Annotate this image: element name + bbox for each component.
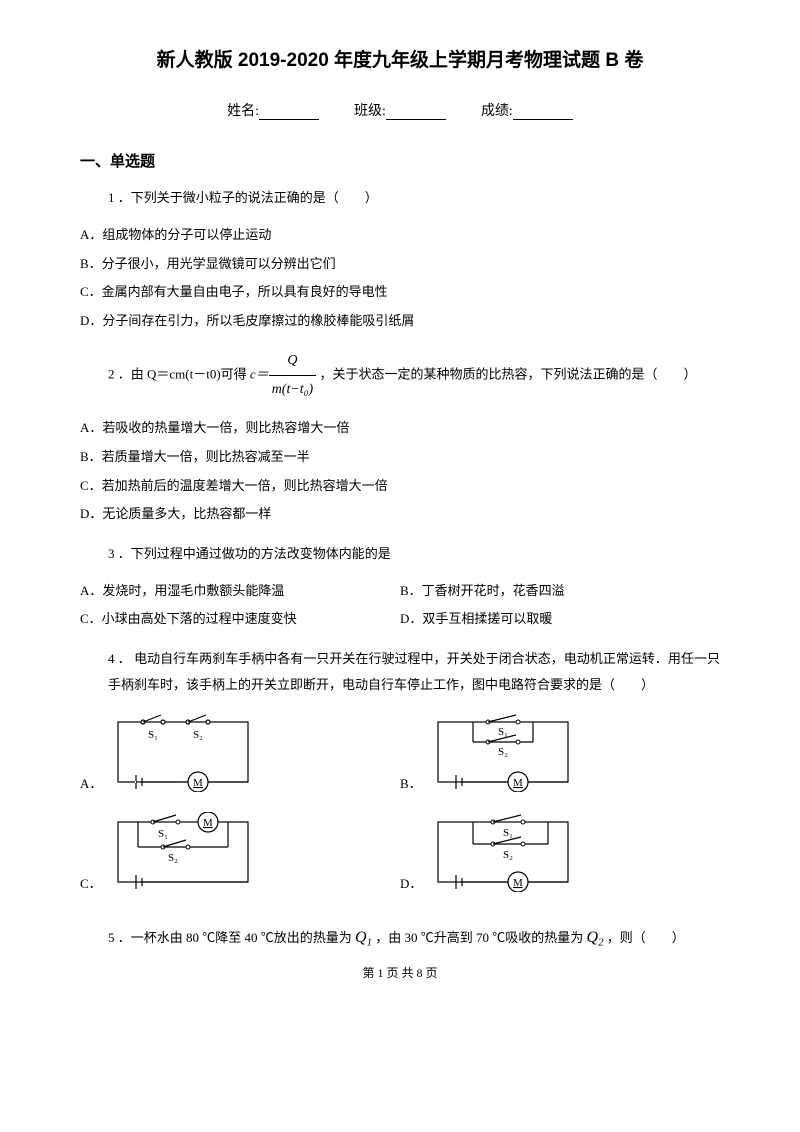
- q1-opt-c: C．金属内部有大量自由电子，所以具有良好的导电性: [80, 278, 720, 307]
- q5-stem: 5 ．一杯水由 80 ℃降至 40 ℃放出的热量为 Q1 ，由 30 ℃升高到 …: [108, 922, 720, 954]
- circuit-d-svg: S₁ S₂ M: [428, 812, 578, 892]
- name-label: 姓名:: [227, 104, 259, 119]
- svg-text:S₂: S₂: [193, 729, 203, 741]
- q4-label-b: B．: [400, 773, 422, 792]
- circuit-b-svg: S₁ S₂ M: [428, 712, 578, 792]
- score-blank: [513, 105, 573, 120]
- svg-text:M: M: [203, 817, 213, 829]
- page-footer: 第 1 页 共 8 页: [80, 964, 720, 981]
- q5-stem-b: ，由 30 ℃升高到 70 ℃吸收的热量为: [375, 930, 583, 945]
- info-line: 姓名: 班级: 成绩:: [80, 100, 720, 120]
- section-heading: 一、单选题: [80, 150, 720, 171]
- svg-text:M: M: [513, 877, 523, 889]
- q3-stem: 3 ．下列过程中通过做功的方法改变物体内能的是: [108, 541, 720, 567]
- q1-stem: 1 ．下列关于微小粒子的说法正确的是（ ）: [108, 185, 720, 211]
- q2-frac-den: m(t−t₀): [269, 376, 317, 404]
- q4-circuit-a: A． S₁ S₂: [80, 712, 400, 792]
- class-label: 班级:: [354, 104, 386, 119]
- svg-text:S₁: S₁: [503, 827, 513, 839]
- q4-circuit-b: B． S₁ S₂: [400, 712, 720, 792]
- q1-opt-b: B．分子很小，用光学显微镜可以分辨出它们: [80, 250, 720, 279]
- q1-opt-d: D．分子间存在引力，所以毛皮摩擦过的橡胶棒能吸引纸屑: [80, 307, 720, 336]
- svg-text:S₂: S₂: [498, 746, 508, 758]
- q2-opt-d: D．无论质量多大，比热容都一样: [80, 500, 720, 529]
- page-title: 新人教版 2019-2020 年度九年级上学期月考物理试题 B 卷: [80, 45, 720, 72]
- q3-opt-b: B．丁香树开花时，花香四溢: [400, 577, 720, 606]
- class-blank: [386, 105, 446, 120]
- q2-stem-a: 2 ．由 Q＝cm(t－t0)可得: [108, 367, 247, 382]
- q4-label-a: A．: [80, 773, 102, 792]
- q2-frac-prefix: c＝: [250, 367, 269, 382]
- q5-q1: Q: [355, 929, 367, 946]
- q4-circuit-c: C． S₁ M S₂: [80, 812, 400, 892]
- q5-stem-c: ，则（ ）: [607, 930, 685, 945]
- q5-sub1: 1: [367, 937, 372, 949]
- q2-opt-b: B．若质量增大一倍，则比热容减至一半: [80, 443, 720, 472]
- q5-stem-a: 5 ．一杯水由 80 ℃降至 40 ℃放出的热量为: [108, 930, 352, 945]
- circuit-c-svg: S₁ M S₂: [108, 812, 258, 892]
- q2-stem-b: ，关于状态一定的某种物质的比热容，下列说法正确的是（ ）: [319, 367, 696, 382]
- q4-circuits: A． S₁ S₂: [80, 712, 720, 912]
- svg-text:S₁: S₁: [148, 729, 158, 741]
- svg-text:S₁: S₁: [158, 828, 168, 840]
- q3-opt-c: C．小球由高处下落的过程中速度变快: [80, 605, 400, 634]
- q2-stem: 2 ．由 Q＝cm(t－t0)可得 c＝Qm(t−t₀) ，关于状态一定的某种物…: [108, 347, 720, 404]
- q4-stem-wrap: 4 ． 电动自行车两刹车手柄中各有一只开关在行驶过程中，开关处于闭合状态，电动机…: [108, 646, 720, 698]
- q5-q2: Q: [587, 929, 599, 946]
- q4-label-c: C．: [80, 873, 102, 892]
- svg-text:S₂: S₂: [503, 849, 513, 861]
- svg-text:S₁: S₁: [498, 726, 508, 738]
- q2-fraction: Qm(t−t₀): [269, 347, 317, 404]
- circuit-a-svg: S₁ S₂ M: [108, 712, 258, 792]
- q2-opt-c: C．若加热前后的温度差增大一倍，则比热容增大一倍: [80, 472, 720, 501]
- q5-sub2: 2: [598, 937, 603, 949]
- svg-text:M: M: [513, 777, 523, 789]
- svg-text:M: M: [193, 777, 203, 789]
- q1-opt-a: A．组成物体的分子可以停止运动: [80, 221, 720, 250]
- q3-opt-d: D．双手互相揉搓可以取暖: [400, 605, 720, 634]
- q4-stem: 4 ． 电动自行车两刹车手柄中各有一只开关在行驶过程中，开关处于闭合状态，电动机…: [80, 646, 720, 698]
- svg-text:S₂: S₂: [168, 852, 178, 864]
- q2-frac-num: Q: [269, 347, 317, 376]
- q2-opt-a: A．若吸收的热量增大一倍，则比热容增大一倍: [80, 414, 720, 443]
- name-blank: [259, 105, 319, 120]
- score-label: 成绩:: [481, 104, 513, 119]
- q4-circuit-d: D． S₁ S₂ M: [400, 812, 720, 892]
- q4-label-d: D．: [400, 873, 422, 892]
- q3-opt-a: A．发烧时，用湿毛巾敷额头能降温: [80, 577, 400, 606]
